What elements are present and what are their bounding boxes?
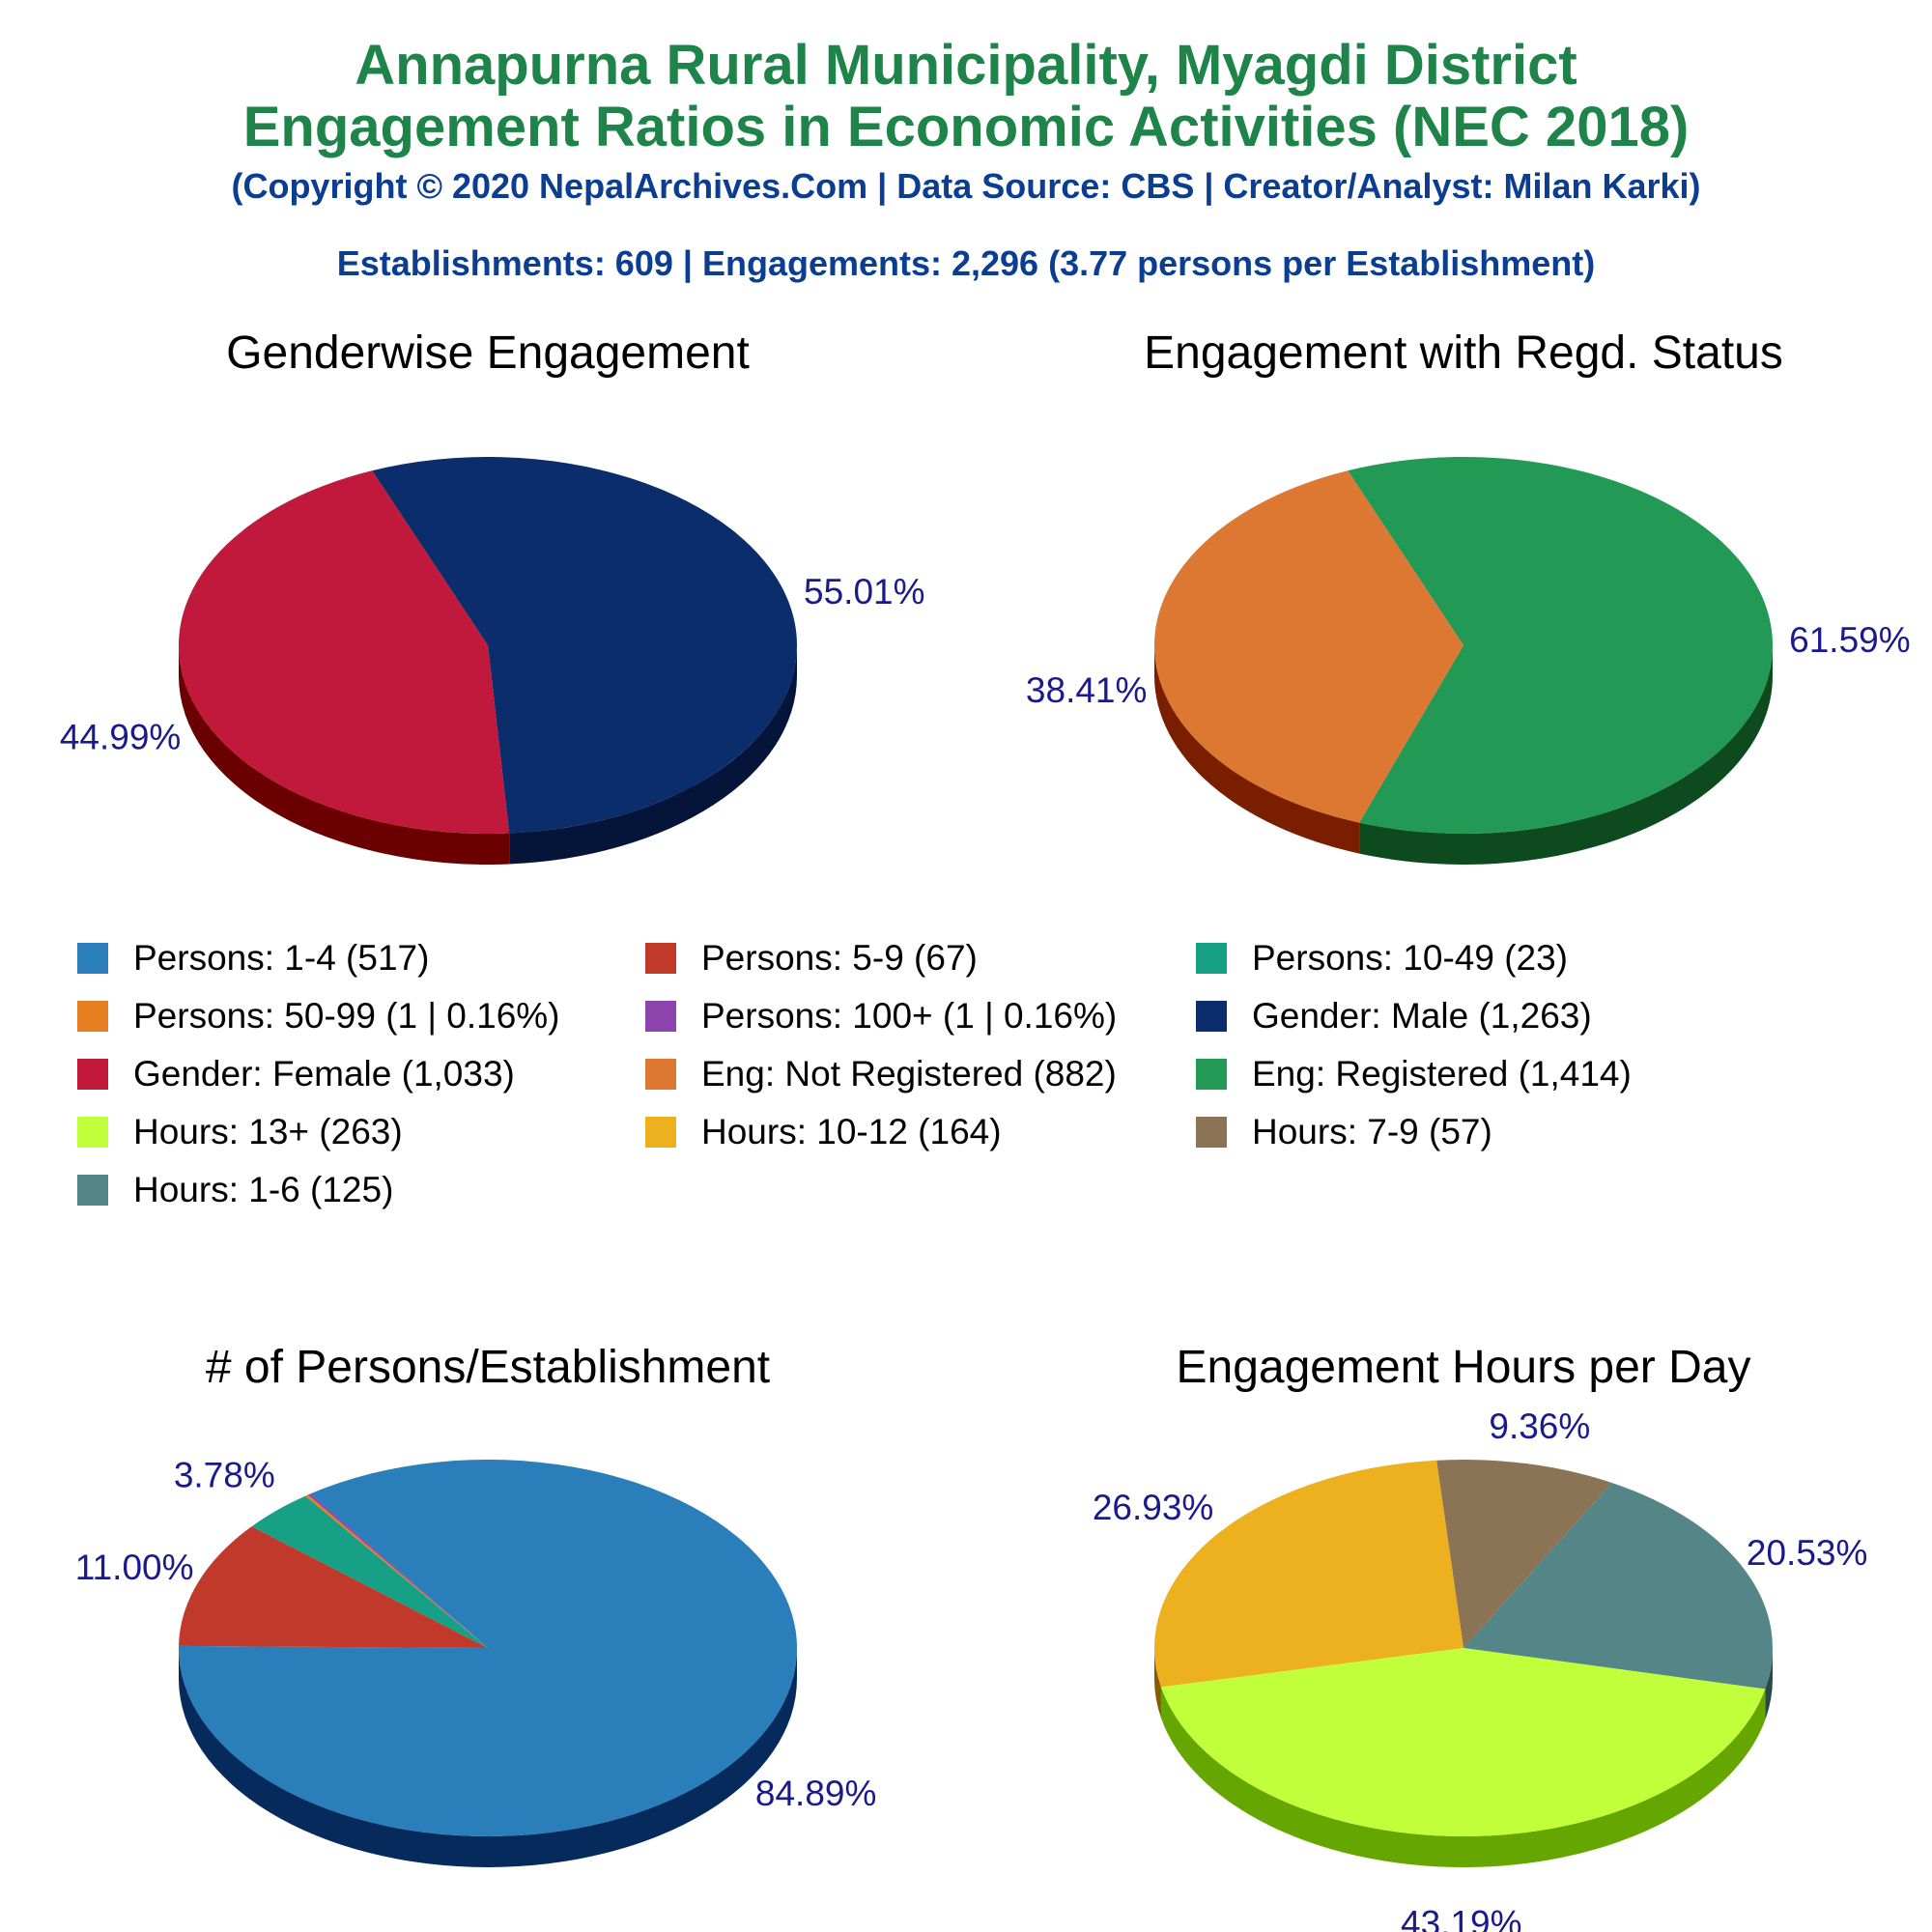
pie-data-label: 84.89% [755,1774,877,1813]
legend-swatch [645,1117,676,1148]
legend-item: Hours: 10-12 (164) [645,1109,1002,1155]
pie-data-label: 9.36% [1489,1406,1590,1446]
pie-side-wall [1154,1648,1161,1719]
pie-data-label: 55.01% [804,572,925,611]
pie-chart-2: 84.89% 11.00% 3.78% [75,1456,877,1867]
legend-swatch [645,1059,676,1090]
pie-slice [1153,1460,1463,1688]
pie-data-label: 26.93% [1093,1488,1214,1527]
pie-slice [1160,1648,1766,1837]
legend-swatch [1196,1059,1227,1090]
legend-item: Gender: Male (1,263) [1196,993,1592,1039]
pie-side-wall [1765,1648,1773,1720]
legend-swatch [77,1175,108,1206]
legend-swatch [77,1001,108,1032]
pie-data-label: 44.99% [60,717,182,756]
pie-slice [179,470,510,834]
pie-data-label: 11.00% [75,1548,194,1587]
pie-side-wall [1154,645,1360,854]
pie-slice [305,1494,488,1648]
pie-slice [372,457,798,834]
chart-title-regd: Engagement with Regd. Status [1144,327,1783,379]
pie-data-label: 3.78% [174,1456,275,1495]
pie-chart-3: 9.36% 20.53% 43.19% 26.93% [1093,1406,1868,1932]
legend-item: Eng: Registered (1,414) [1196,1051,1632,1097]
legend-label: Gender: Male (1,263) [1252,996,1592,1036]
pie-side-wall [509,645,797,865]
stats-line: Establishments: 609 | Engagements: 2,296… [336,243,1596,283]
legend-item: Persons: 1-4 (517) [77,935,429,981]
legend-label: Persons: 100+ (1 | 0.16%) [701,996,1118,1036]
legend-item: Persons: 10-49 (23) [1196,935,1568,981]
pie-data-label: 43.19% [1401,1904,1522,1932]
pie-side-wall [1359,645,1773,865]
legend-swatch [77,1059,108,1090]
legend-swatch [645,1001,676,1032]
pie-chart-1: 61.59% 38.41% [1026,457,1911,865]
legend-swatch [1196,1001,1227,1032]
main-title-line2: Engagement Ratios in Economic Activities… [242,96,1690,158]
legend-swatch [77,943,108,974]
legend-swatch [1196,943,1227,974]
legend-label: Persons: 1-4 (517) [133,938,430,978]
pie-slice [307,1493,488,1648]
legend-item: Gender: Female (1,033) [77,1051,515,1097]
legend-label: Persons: 5-9 (67) [701,938,978,978]
pie-side-wall [179,1648,797,1867]
legend-item: Eng: Not Registered (882) [645,1051,1117,1097]
legend-item: Persons: 100+ (1 | 0.16%) [645,993,1117,1039]
legend-label: Persons: 10-49 (23) [1252,938,1569,978]
legend-item: Hours: 1-6 (125) [77,1167,393,1213]
legend-label: Hours: 1-6 (125) [133,1170,394,1209]
pie-data-label: 61.59% [1789,620,1911,660]
legend-swatch [645,943,676,974]
pie-slice [251,1495,488,1648]
legend-label: Eng: Registered (1,414) [1252,1054,1632,1094]
legend-label: Hours: 13+ (263) [133,1112,403,1151]
pie-slice [179,1526,488,1648]
chart-title-hours: Engagement Hours per Day [1176,1342,1751,1393]
main-title-line1: Annapurna Rural Municipality, Myagdi Dis… [355,34,1577,97]
pie-data-label: 20.53% [1747,1533,1868,1573]
legend-swatch [77,1117,108,1148]
legend-item: Hours: 13+ (263) [77,1109,403,1155]
pie-data-label: 38.41% [1026,670,1148,710]
pie-slice [1436,1460,1612,1648]
legend-item: Persons: 5-9 (67) [645,935,978,981]
chart-title-persons: # of Persons/Establishment [205,1342,771,1393]
chart-title-gender: Genderwise Engagement [226,327,750,379]
legend-label: Gender: Female (1,033) [133,1054,515,1094]
legend-label: Hours: 10-12 (164) [701,1112,1002,1151]
pie-slice [1463,1482,1773,1690]
pie-side-wall [179,645,510,865]
pie-slice [1348,457,1773,835]
legend-label: Hours: 7-9 (57) [1252,1112,1492,1151]
legend-item: Hours: 7-9 (57) [1196,1109,1492,1155]
legend-label: Persons: 50-99 (1 | 0.16%) [133,996,560,1036]
pie-slice [1154,470,1463,823]
legend-item: Persons: 50-99 (1 | 0.16%) [77,993,560,1039]
pie-side-wall [1160,1687,1766,1868]
legend-label: Eng: Not Registered (882) [701,1054,1117,1094]
pie-chart-0: 55.01% 44.99% [60,457,925,865]
legend-swatch [1196,1117,1227,1148]
copyright-line: (Copyright © 2020 NepalArchives.Com | Da… [231,166,1701,206]
